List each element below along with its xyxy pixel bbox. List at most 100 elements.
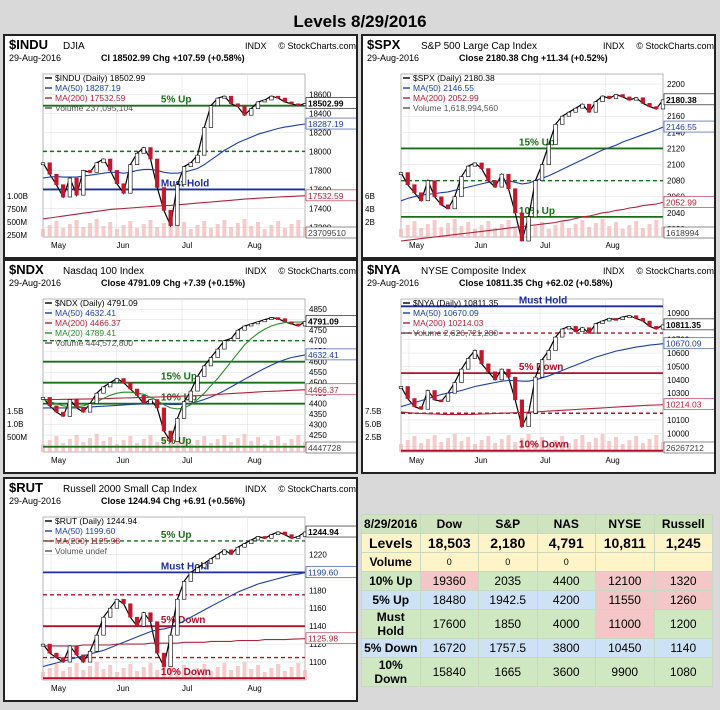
price-candle: [195, 376, 200, 392]
volume-bar: [452, 434, 457, 452]
legend-entry: MA(200) 10214.03: [413, 318, 484, 328]
price-candle: [600, 95, 605, 103]
price-candle: [87, 403, 93, 413]
price-candle: [566, 111, 572, 117]
volume-bar: [296, 220, 301, 237]
price-candle: [61, 657, 66, 663]
table-cell: 4400: [536, 571, 596, 591]
volume-bar: [155, 227, 160, 237]
price-candle: [486, 363, 491, 373]
price-candle: [580, 103, 585, 109]
volume-bar: [94, 219, 99, 237]
legend-entry: Volume 444,572,800: [55, 338, 133, 348]
price-tag: 1125.98: [308, 634, 338, 644]
price-candle: [47, 397, 52, 407]
volume-bar: [202, 221, 207, 237]
price-candle: [141, 612, 146, 627]
y-tick-label: 17400: [309, 204, 332, 213]
volume-bar: [640, 228, 645, 237]
plot-area: [400, 298, 664, 453]
volume-bar: [513, 227, 518, 237]
chart-source: © StockCharts.com: [278, 484, 356, 494]
price-candle: [654, 106, 659, 110]
legend-entry: MA(50) 10670.09: [413, 308, 479, 318]
y-tick-label: 2100: [667, 161, 685, 170]
price-candle: [161, 187, 167, 211]
price-candle: [262, 536, 267, 539]
table-header-row: 8/29/2016 Dow S&P NAS NYSE Russell: [361, 514, 713, 534]
table-cell: 1,245: [653, 533, 713, 553]
x-tick-label: Jun: [117, 456, 130, 465]
price-candle: [466, 358, 471, 370]
table-cell: 16720: [419, 638, 479, 658]
chart-quote: Close 1244.94 Chg +6.91 (+0.56%): [101, 496, 245, 506]
price-candle: [546, 350, 551, 361]
price-candle: [492, 180, 498, 188]
price-tag: 2180.38: [666, 95, 697, 105]
price-candle: [580, 327, 585, 333]
volume-label: 2B: [365, 218, 375, 227]
volume-bar: [289, 224, 294, 237]
table-cell: 11550: [595, 590, 655, 610]
volume-bar: [202, 436, 207, 452]
y-tick-label: 10400: [667, 376, 690, 385]
price-candle: [134, 616, 140, 627]
volume-label: 6B: [365, 192, 375, 201]
volume-bar: [593, 438, 598, 452]
volume-bar: [222, 220, 227, 237]
price-candle: [188, 572, 193, 582]
y-tick-label: 18200: [309, 128, 332, 137]
volume-bar: [249, 669, 254, 680]
table-cell: 12100: [595, 571, 655, 591]
volume-bar: [419, 228, 424, 237]
series-line: [400, 343, 664, 408]
price-candle: [222, 549, 227, 555]
price-candle: [40, 643, 46, 647]
price-candle: [94, 392, 99, 404]
column-header: NYSE: [595, 514, 655, 534]
y-tick-label: 4550: [309, 368, 327, 377]
price-candle: [419, 192, 424, 202]
volume-bar: [296, 663, 301, 680]
y-tick-label: 1120: [309, 640, 327, 649]
volume-bar: [255, 222, 260, 237]
price-candle: [161, 652, 167, 667]
volume-bar: [101, 226, 106, 237]
volume-bar: [222, 435, 227, 452]
volume-bar: [533, 226, 538, 237]
price-candle: [296, 323, 301, 327]
price-candle: [289, 321, 294, 325]
price-tag-box: [663, 226, 714, 239]
level-label: Must Hold: [519, 295, 567, 306]
price-candle: [459, 176, 464, 198]
legend-entry: Volume 2,626,721,280: [413, 328, 498, 338]
volume-bar: [54, 221, 59, 237]
price-candle: [195, 567, 200, 573]
price-candle: [175, 598, 180, 636]
volume-bar: [135, 671, 140, 680]
levels-table: 8/29/2016 Dow S&P NAS NYSE Russell Level…: [361, 514, 713, 687]
volume-bar: [566, 228, 571, 237]
x-tick-label: May: [51, 456, 66, 465]
price-candle: [607, 95, 612, 99]
row-label: 5% Down: [361, 638, 421, 658]
price-candle: [148, 399, 153, 404]
chart-exchange: INDX: [245, 41, 267, 51]
price-candle: [533, 376, 538, 414]
chart-index-name: DJIA: [63, 41, 85, 52]
price-candle: [40, 397, 46, 400]
price-candle: [54, 405, 59, 413]
price-candle: [67, 399, 72, 417]
table-cell: 4,791: [536, 533, 596, 553]
row-label: Volume: [361, 552, 421, 572]
price-candle: [168, 210, 173, 226]
volume-bar: [222, 663, 227, 680]
price-candle: [94, 634, 99, 652]
nya-chart: $NYA NYSE Composite Index INDX © StockChart…: [361, 259, 716, 474]
volume-bar: [182, 222, 187, 237]
price-candle: [81, 654, 86, 663]
level-label: 5% Down: [161, 615, 205, 626]
volume-bar: [47, 668, 52, 680]
price-candle: [419, 406, 424, 410]
volume-label: 1.0B: [7, 420, 23, 429]
